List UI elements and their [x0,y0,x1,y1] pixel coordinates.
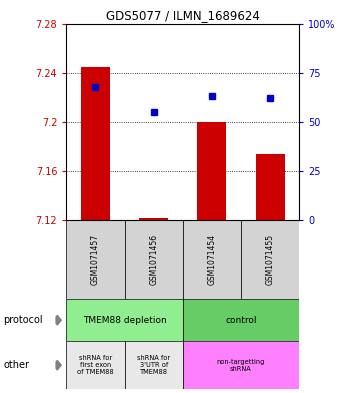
Text: GSM1071456: GSM1071456 [149,234,158,285]
Bar [66,220,124,299]
Bar [66,341,124,389]
Bar [81,67,110,220]
Bar [256,154,285,220]
Bar [183,299,299,341]
Text: shRNA for
first exon
of TMEM88: shRNA for first exon of TMEM88 [77,355,114,375]
Text: non-targetting
shRNA: non-targetting shRNA [217,359,265,372]
Text: shRNA for
3'UTR of
TMEM88: shRNA for 3'UTR of TMEM88 [137,355,170,375]
Title: GDS5077 / ILMN_1689624: GDS5077 / ILMN_1689624 [106,9,260,22]
Text: protocol: protocol [3,315,43,325]
Bar [197,122,226,220]
Bar [183,341,299,389]
Bar [139,218,168,220]
Text: GSM1071455: GSM1071455 [266,234,275,285]
Text: GSM1071454: GSM1071454 [207,234,216,285]
Text: TMEM88 depletion: TMEM88 depletion [83,316,166,325]
Text: GSM1071457: GSM1071457 [91,234,100,285]
Bar [124,341,183,389]
Text: other: other [3,360,29,370]
Text: control: control [225,316,257,325]
Bar [183,220,241,299]
Bar [66,299,183,341]
Bar [241,220,299,299]
Bar [124,220,183,299]
